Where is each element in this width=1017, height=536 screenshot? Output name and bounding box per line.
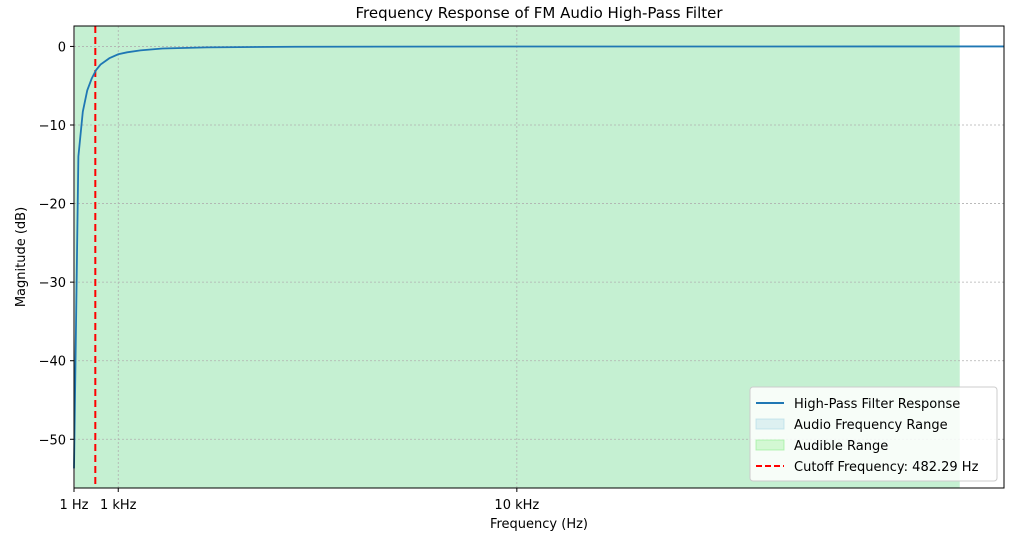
y-tick-label: −40 [39, 355, 66, 370]
y-axis-label: Magnitude (dB) [14, 207, 29, 307]
x-tick-label: 10 kHz [494, 498, 539, 513]
plot-frame [73, 25, 1005, 489]
chart-title: Frequency Response of FM Audio High-Pass… [355, 4, 723, 22]
legend: High-Pass Filter Response Audio Frequency… [749, 386, 998, 482]
series-lines [73, 45, 1005, 469]
series-line-high-pass-filter-response [73, 45, 1005, 469]
y-tick-label: −30 [39, 276, 66, 291]
x-tick-label: 1 Hz [59, 498, 88, 513]
legend-box [749, 386, 998, 482]
y-tick-label: −50 [39, 433, 66, 448]
legend-swatch-patch [755, 439, 785, 451]
x-axis-label: Frequency (Hz) [490, 517, 588, 532]
legend-label: High-Pass Filter Response [794, 397, 960, 412]
legend-label: Cutoff Frequency: 482.29 Hz [794, 460, 979, 475]
legend-swatch-patch [755, 418, 785, 430]
x-tick-label: 1 kHz [100, 498, 137, 513]
y-tick-label: −10 [39, 119, 66, 134]
legend-label: Audible Range [794, 439, 888, 454]
y-tick-label: −20 [39, 198, 66, 213]
y-axis-ticks: 0 −10 −20 −30 −40 −50 [39, 40, 74, 448]
x-axis-ticks: 1 Hz 1 kHz 10 kHz [59, 488, 539, 513]
legend-label: Audio Frequency Range [794, 418, 948, 433]
y-tick-label: 0 [58, 40, 66, 55]
shaded-regions [74, 26, 960, 488]
